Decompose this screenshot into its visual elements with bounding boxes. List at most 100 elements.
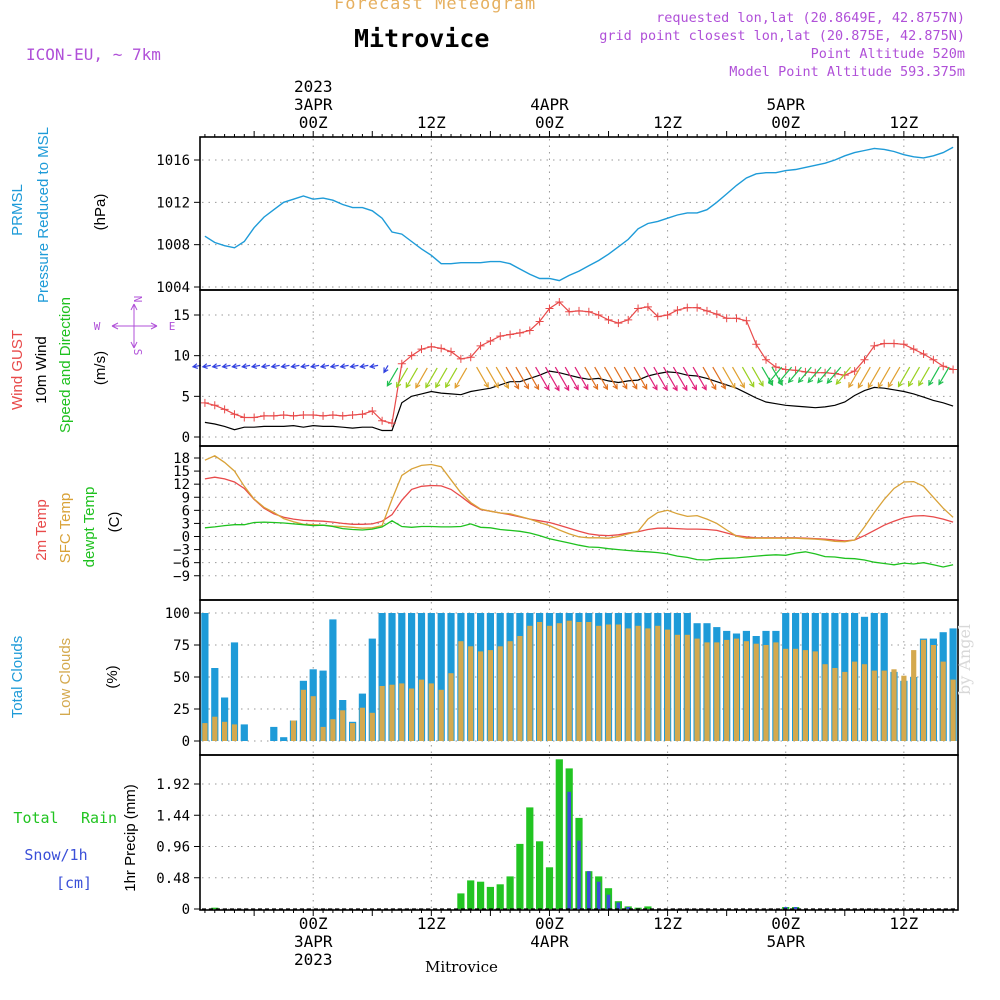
x-axis-top-label: 00Z (535, 113, 564, 132)
temp-sfc-line (204, 455, 954, 543)
temp-sfc-label: SFC Temp (57, 493, 74, 564)
gust-point (949, 365, 958, 374)
low-cloud-bar (330, 719, 336, 741)
low-cloud-bar (940, 661, 946, 741)
compass-north: N (131, 296, 144, 303)
station-title: Mitrovice (354, 24, 490, 53)
wind-direction-arrow (603, 366, 618, 390)
compass-east: E (169, 320, 176, 333)
x-axis-top-label: 12Z (889, 113, 918, 132)
gust-point (565, 307, 574, 316)
y-tick-label: 1016 (156, 153, 190, 169)
gust-point (437, 344, 446, 353)
x-axis-bottom-label: 00Z (771, 914, 800, 933)
y-tick-label: 0 (182, 902, 190, 918)
low-cloud-bar (428, 683, 434, 741)
low-cloud-bar (212, 716, 218, 741)
gust-point (535, 317, 544, 326)
wind-direction-arrow (623, 366, 638, 390)
wind-direction-label: Speed and Direction (57, 297, 74, 433)
gust-point (771, 363, 780, 372)
gust-point (643, 302, 652, 311)
snow-bar (587, 871, 591, 909)
wind-direction-arrow (476, 366, 489, 389)
rain-bar (457, 893, 465, 909)
low-cloud-bar (468, 646, 474, 741)
gust-point (683, 303, 692, 312)
wind-direction-arrow (731, 366, 745, 389)
gust-point (752, 340, 761, 349)
gust-point (338, 411, 347, 420)
wind-direction-arrow (722, 366, 736, 390)
gust-point (348, 411, 357, 420)
gust-point (899, 340, 908, 349)
wind-direction-arrow (415, 367, 428, 389)
y-tick-label: 25 (173, 702, 190, 718)
rain-bar (467, 880, 475, 909)
total-label: Total (13, 809, 58, 827)
wind-direction-arrow (241, 363, 251, 369)
gust-point (663, 311, 672, 319)
wind-direction-arrow (270, 363, 280, 369)
low-cloud-bar (832, 668, 838, 741)
wind-direction-arrow (544, 366, 560, 392)
low-cloud-bar (625, 628, 631, 741)
rain-bar (536, 841, 544, 909)
gust-point (525, 326, 534, 335)
gust-point (919, 350, 928, 359)
gust-point (545, 304, 554, 313)
wind-direction-arrow (435, 367, 448, 389)
y-tick-label: 1008 (156, 238, 190, 254)
gust-point (614, 319, 623, 328)
total-cloud-bar (398, 613, 406, 741)
wind-direction-arrow (300, 363, 310, 369)
wind-direction-arrow (702, 366, 717, 391)
low-cloud-bar (222, 721, 228, 741)
gust-point (289, 411, 298, 420)
compass-south: S (131, 349, 144, 356)
low-cloud-bar (507, 641, 513, 741)
snow-bar (793, 907, 798, 909)
wind-direction-arrow (767, 366, 783, 384)
wind-direction-arrow (425, 367, 438, 389)
y-tick-label: 15 (173, 464, 190, 480)
rain-bar (526, 807, 534, 909)
low-cloud-bar (871, 670, 877, 741)
gust-point (604, 315, 613, 324)
gust-point (200, 398, 209, 407)
wind-direction-arrow (260, 363, 270, 369)
low-clouds-label: Low Clouds (57, 638, 74, 716)
snow-bar (626, 907, 630, 909)
gust-point (742, 316, 751, 325)
wind-direction-arrow (525, 366, 540, 391)
gust-point (378, 416, 387, 425)
rain-bar (496, 884, 504, 909)
y-tick-label: 0.96 (156, 840, 190, 856)
total-cloud-bar (270, 726, 278, 741)
y-tick-label: 10 (173, 349, 190, 365)
y-tick-label: 9 (182, 490, 190, 506)
wind-direction-arrow (692, 366, 707, 391)
compass-rose-icon (111, 303, 158, 349)
low-cloud-bar (487, 650, 493, 741)
gust-point (673, 306, 682, 315)
low-cloud-bar (812, 651, 818, 741)
wind-direction-arrow (741, 366, 755, 388)
gust-point (506, 330, 515, 339)
gust-label: Wind GUST (9, 330, 26, 410)
marks-layer (191, 146, 958, 910)
y-tick-label: 1.44 (156, 808, 190, 824)
gust-point (456, 354, 465, 363)
x-axis-top-label: 12Z (653, 113, 682, 132)
y-tick-label: 1.92 (156, 777, 190, 793)
total-cloud-bar (319, 670, 327, 741)
gust-point (624, 315, 633, 324)
gust-point (476, 341, 485, 350)
snow-label: Snow/1h (24, 846, 87, 864)
gust-point (811, 368, 820, 377)
wind-direction-arrow (395, 367, 409, 388)
y-tick-label: 5 (182, 389, 190, 405)
model-label: ICON-EU, ~ 7km (26, 45, 161, 64)
temp-unit-label: (C) (106, 512, 123, 533)
